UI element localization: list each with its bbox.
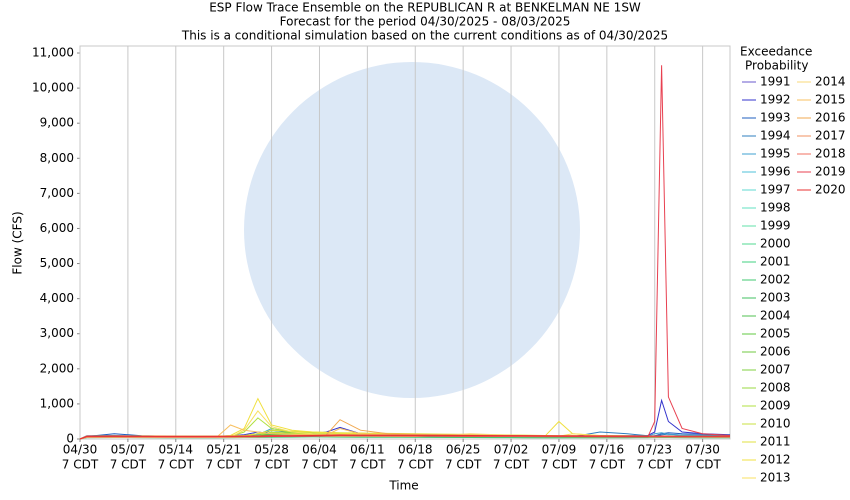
y-tick-label: 5,000 <box>40 256 74 270</box>
x-tick-label: 7 CDT <box>684 458 721 472</box>
legend-label: 2019 <box>815 165 846 179</box>
legend-label: 2000 <box>760 237 791 251</box>
y-tick-label: 7,000 <box>40 186 74 200</box>
legend-label: 2012 <box>760 453 791 467</box>
x-tick-label: 7 CDT <box>110 458 147 472</box>
chart-subtitle: This is a conditional simulation based o… <box>181 29 668 43</box>
x-tick-label: 05/14 <box>158 443 193 457</box>
x-tick-label: 06/11 <box>350 443 385 457</box>
y-tick-label: 4,000 <box>40 291 74 305</box>
x-tick-label: 05/07 <box>111 443 146 457</box>
series-line <box>79 434 730 440</box>
x-tick-label: 7 CDT <box>301 458 338 472</box>
x-tick-label: 04/30 <box>63 443 98 457</box>
legend-label: 1994 <box>760 129 791 143</box>
x-tick-label: 07/09 <box>542 443 577 457</box>
chart-subtitle: Forecast for the period 04/30/2025 - 08/… <box>280 15 571 29</box>
watermark <box>244 62 580 398</box>
legend-title: Exceedance <box>740 45 812 59</box>
x-tick-label: 06/25 <box>446 443 481 457</box>
x-tick-label: 07/16 <box>590 443 625 457</box>
legend-label: 1997 <box>760 183 791 197</box>
legend-label: 2014 <box>815 75 846 89</box>
x-tick-label: 7 CDT <box>62 458 99 472</box>
legend-label: 1998 <box>760 201 791 215</box>
legend-label: 2006 <box>760 345 791 359</box>
y-tick-label: 6,000 <box>40 221 74 235</box>
x-tick-label: 05/28 <box>254 443 289 457</box>
legend-label: 2011 <box>760 435 791 449</box>
x-tick-label: 07/23 <box>637 443 672 457</box>
legend-label: 2010 <box>760 417 791 431</box>
y-axis-label: Flow (CFS) <box>11 211 25 274</box>
x-tick-label: 05/21 <box>206 443 241 457</box>
legend-label: 1999 <box>760 219 791 233</box>
series-line <box>79 65 731 440</box>
y-tick-label: 9,000 <box>40 116 74 130</box>
legend-label: 2005 <box>760 327 791 341</box>
y-tick-label: 11,000 <box>32 46 74 60</box>
legend-label: 2018 <box>815 147 846 161</box>
x-tick-label: 07/30 <box>685 443 720 457</box>
legend-label: 1991 <box>760 75 791 89</box>
legend-label: 2015 <box>815 93 846 107</box>
y-tick-label: 2,000 <box>40 361 74 375</box>
x-tick-label: 7 CDT <box>445 458 482 472</box>
legend-label: 2008 <box>760 381 791 395</box>
x-tick-label: 7 CDT <box>493 458 530 472</box>
legend-label: 2020 <box>815 183 846 197</box>
y-tick-label: 10,000 <box>32 81 74 95</box>
legend-label: 1993 <box>760 111 791 125</box>
x-tick-label: 7 CDT <box>397 458 434 472</box>
y-tick-label: 3,000 <box>40 326 74 340</box>
x-tick-label: 7 CDT <box>158 458 195 472</box>
x-tick-label: 06/18 <box>398 443 433 457</box>
x-tick-label: 7 CDT <box>589 458 626 472</box>
legend-label: 1995 <box>760 147 791 161</box>
legend-label: 2002 <box>760 273 791 287</box>
x-tick-label: 7 CDT <box>205 458 242 472</box>
x-axis-label: Time <box>388 479 418 493</box>
legend-label: 2009 <box>760 399 791 413</box>
legend-label: 2003 <box>760 291 791 305</box>
legend-label: 2004 <box>760 309 791 323</box>
legend-label: 1992 <box>760 93 791 107</box>
x-tick-label: 7 CDT <box>637 458 674 472</box>
legend-label: 2001 <box>760 255 791 269</box>
chart-title: ESP Flow Trace Ensemble on the REPUBLICA… <box>209 1 641 15</box>
x-tick-label: 7 CDT <box>253 458 290 472</box>
x-tick-label: 7 CDT <box>541 458 578 472</box>
legend-label: 1996 <box>760 165 791 179</box>
legend-label: 2017 <box>815 129 846 143</box>
x-tick-label: 07/02 <box>494 443 529 457</box>
legend-title: Probability <box>745 59 808 73</box>
y-tick-label: 0 <box>66 432 74 446</box>
y-tick-label: 8,000 <box>40 151 74 165</box>
series-line <box>79 397 731 440</box>
legend-label: 2013 <box>760 471 791 485</box>
x-tick-label: 06/04 <box>302 443 337 457</box>
legend-label: 2007 <box>760 363 791 377</box>
y-tick-label: 1,000 <box>40 396 74 410</box>
x-tick-label: 7 CDT <box>349 458 386 472</box>
legend-label: 2016 <box>815 111 846 125</box>
